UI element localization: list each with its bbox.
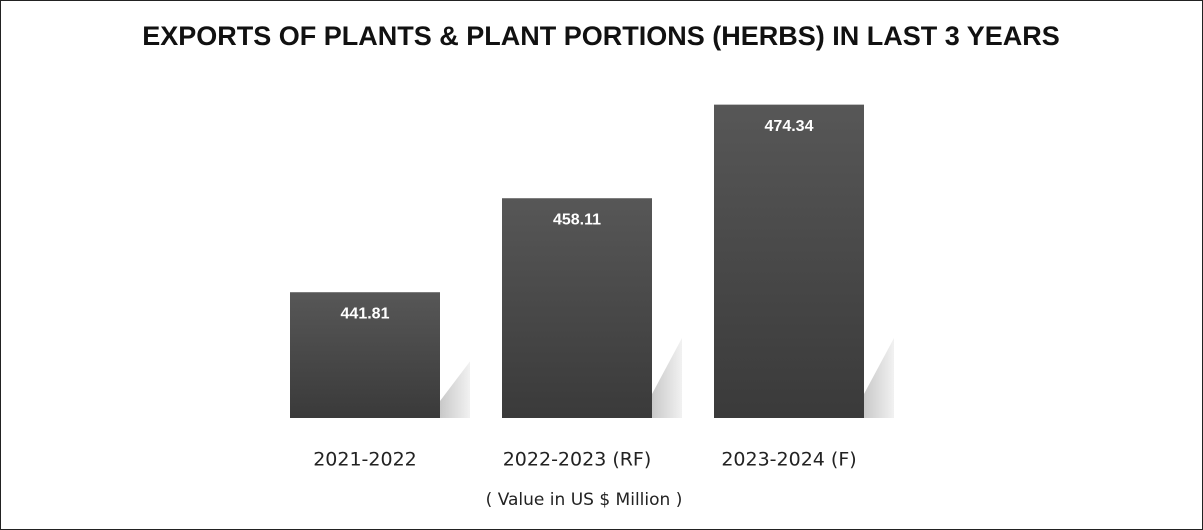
value-label: 474.34 bbox=[765, 118, 814, 135]
bar-shadow bbox=[440, 361, 470, 418]
x-tick-label: 2021-2022 bbox=[313, 449, 417, 471]
value-label: 458.11 bbox=[553, 211, 601, 228]
bar bbox=[714, 104, 864, 418]
bar-shadow bbox=[864, 338, 894, 418]
x-tick-label: 2023-2024 (F) bbox=[721, 449, 856, 471]
x-tick-label: 2022-2023 (RF) bbox=[503, 449, 652, 471]
bar bbox=[502, 198, 652, 418]
chart-title: EXPORTS OF PLANTS & PLANT PORTIONS (HERB… bbox=[142, 21, 1060, 51]
bar bbox=[290, 292, 440, 418]
value-label: 441.81 bbox=[341, 305, 390, 322]
bar-shadow bbox=[652, 338, 682, 418]
x-axis-label: ( Value in US $ Million ) bbox=[486, 490, 683, 510]
